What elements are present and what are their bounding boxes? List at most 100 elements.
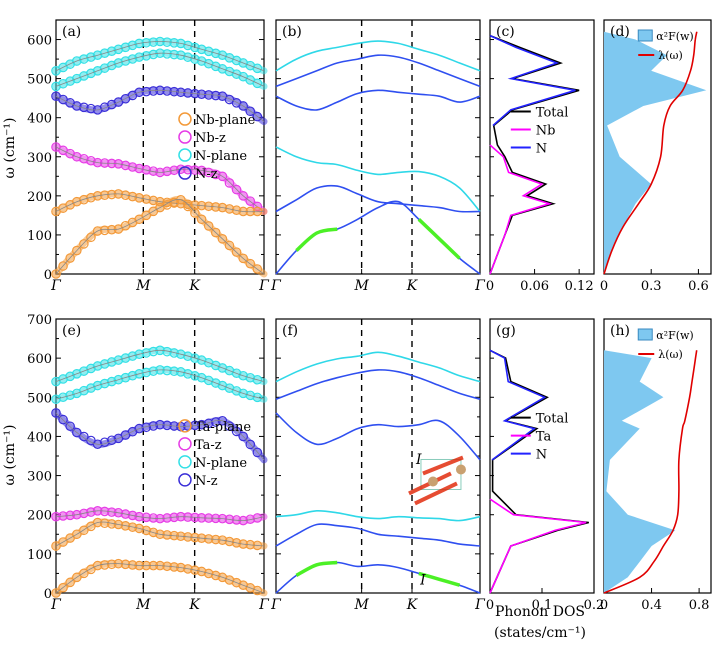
- legend-label: Ta-z: [195, 438, 222, 453]
- x-tick-label: Γ: [258, 597, 270, 613]
- band-marker: [134, 87, 144, 98]
- band-marker: [134, 38, 144, 49]
- panel-b: Γ M K Γ (b): [270, 19, 486, 294]
- panel-e: Γ M K Γ0100200300400500600700(e)Ta-planeTa-…: [27, 313, 270, 613]
- x-tick-label: 0: [486, 598, 494, 613]
- band-line: [275, 412, 481, 461]
- y-tick-label: 0: [44, 587, 52, 602]
- band-marker: [176, 50, 186, 60]
- band-marker: [127, 54, 138, 64]
- band-marker: [196, 44, 207, 55]
- band-marker: [106, 376, 117, 387]
- band-marker: [210, 48, 221, 59]
- legend-label: λ(ω): [658, 348, 683, 361]
- band-line: [275, 184, 481, 213]
- legend-label: N-plane: [195, 456, 247, 471]
- band-marker: [65, 76, 75, 86]
- band-line: [55, 369, 265, 400]
- legend-label: N-z: [195, 167, 218, 182]
- band-marker: [99, 378, 110, 389]
- band-marker: [210, 360, 221, 371]
- band-marker: [65, 371, 75, 382]
- band-marker: [120, 56, 131, 66]
- band-marker: [65, 253, 75, 263]
- band-marker: [134, 349, 144, 360]
- band-line: [55, 199, 265, 275]
- band-line: [55, 412, 265, 461]
- band-marker: [141, 210, 152, 221]
- band-marker: [210, 61, 221, 72]
- band-marker: [134, 214, 144, 225]
- band-marker: [127, 162, 138, 172]
- legend-label: λ(ω): [658, 49, 683, 62]
- band-line: [55, 89, 265, 122]
- y-tick-label: 100: [27, 229, 52, 244]
- band-marker: [176, 367, 186, 377]
- band-marker: [72, 245, 82, 256]
- panel-label: (c): [496, 24, 515, 40]
- panel-d: 0 0.3 0.6 (d) α²F(w) λ(ω): [600, 19, 712, 294]
- x-tick-label: 0.8: [689, 598, 710, 613]
- legend-label: α²F(w): [656, 30, 693, 43]
- x-tick-label: 0.12: [565, 279, 594, 294]
- band-marker: [203, 568, 214, 579]
- x-tick-label: 0.6: [688, 279, 709, 294]
- band-marker: [176, 562, 186, 573]
- band-marker: [238, 431, 248, 442]
- band-marker: [72, 151, 82, 162]
- band-marker: [51, 588, 61, 598]
- panel-label: (f): [282, 323, 298, 339]
- band-line: [55, 521, 265, 547]
- band-marker: [113, 374, 124, 385]
- y-tick-label: 200: [27, 509, 52, 524]
- legend-marker: [178, 166, 192, 180]
- band-line: [275, 40, 481, 72]
- band-marker: [176, 38, 186, 49]
- band-coupling-highlight: [295, 227, 338, 252]
- band-marker: [224, 204, 235, 214]
- legend-label: Total: [536, 412, 569, 427]
- dos-line-ta: [489, 498, 587, 594]
- band-marker: [58, 582, 68, 593]
- panel-g: 0 0.1 0.2 (g) Total Ta N: [486, 318, 604, 613]
- band-marker: [51, 541, 61, 551]
- band-line: [275, 523, 481, 547]
- band-marker: [134, 511, 144, 522]
- legend-label: Ta-plane: [195, 420, 251, 435]
- legend-label: Ta: [536, 430, 552, 445]
- legend-label: Nb-plane: [195, 113, 256, 128]
- band-marker: [162, 166, 172, 177]
- band-marker: [155, 529, 165, 540]
- band-marker: [79, 239, 89, 249]
- band-marker: [141, 525, 152, 536]
- band-line: [275, 89, 481, 111]
- atom: [427, 476, 438, 487]
- band-marker: [231, 386, 242, 396]
- y-tick-label: 400: [27, 430, 52, 445]
- band-marker: [196, 566, 207, 577]
- panel-label: (d): [610, 24, 630, 40]
- band-marker: [183, 564, 193, 574]
- band-marker: [238, 101, 248, 111]
- legend-marker: [178, 419, 192, 433]
- band-marker: [72, 101, 82, 111]
- panel-label: (g): [496, 323, 516, 339]
- band-marker: [141, 165, 152, 175]
- band-marker: [252, 392, 263, 403]
- band-marker: [113, 507, 124, 518]
- band-marker: [245, 439, 256, 450]
- band-marker: [58, 537, 68, 547]
- x-tick-label: M: [135, 597, 151, 613]
- band-marker: [231, 577, 242, 588]
- band-marker: [210, 570, 221, 581]
- band-marker: [58, 261, 68, 271]
- dos-line-total: [489, 349, 589, 594]
- legend-marker: [178, 437, 192, 451]
- band-line: [55, 349, 265, 382]
- band-marker: [86, 155, 96, 166]
- legend-label: α²F(w): [656, 329, 693, 342]
- band-marker: [113, 58, 124, 68]
- band-line: [55, 52, 265, 87]
- band-marker: [127, 370, 138, 381]
- band-marker: [231, 55, 242, 66]
